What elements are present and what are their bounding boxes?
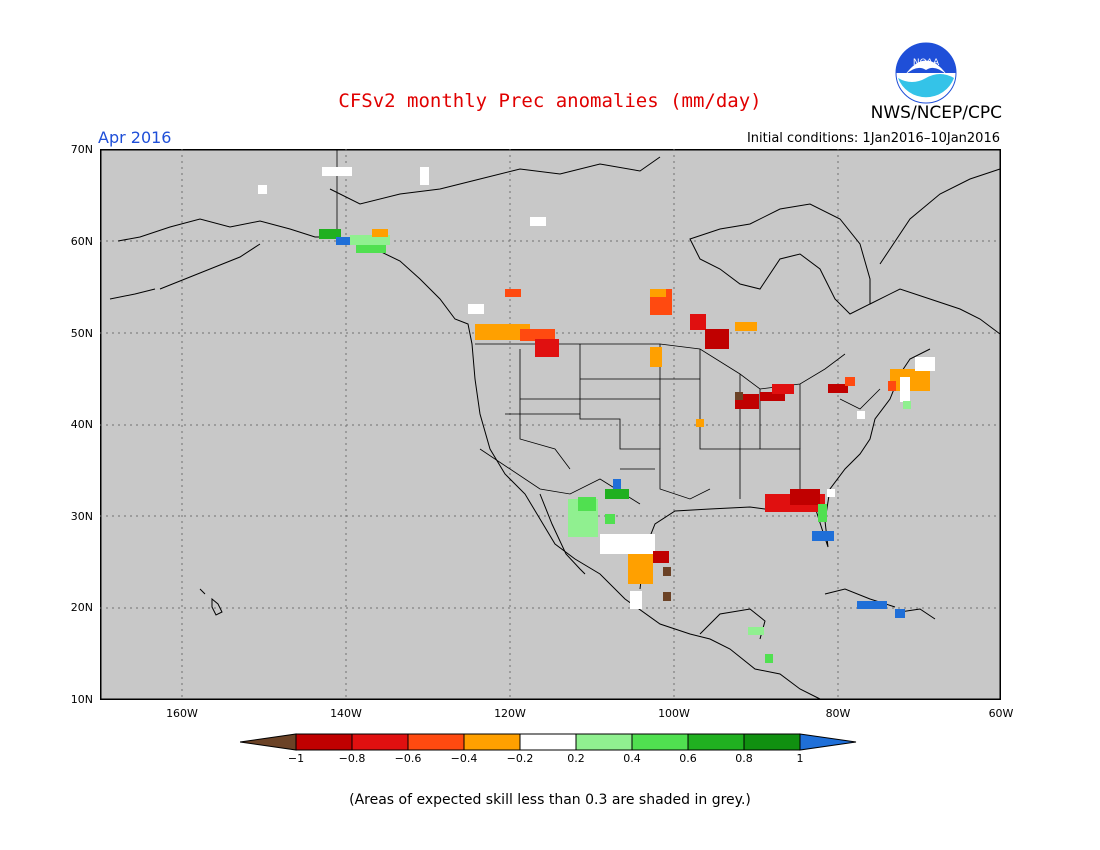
initial-conditions: Initial conditions: 1Jan2016–10Jan2016 <box>746 131 1000 146</box>
patch-wcanada-white <box>468 304 484 314</box>
colorbar-segment <box>575 733 633 751</box>
lon-label-60w: 60W <box>988 707 1014 720</box>
patch-mexico-orange <box>628 554 653 584</box>
colorbar-segment <box>687 733 745 751</box>
patch-iowa-orange <box>696 419 704 427</box>
lon-label-120w: 120W <box>494 707 526 720</box>
patch-greatlakes-brown <box>735 392 743 400</box>
agency-label: NWS/NCEP/CPC <box>870 103 1002 123</box>
patch-guatemala-green <box>748 627 764 635</box>
patch-alaska-blue <box>336 237 350 245</box>
patch-hispaniola-blue <box>895 609 905 618</box>
patch-southeast-darkred <box>790 489 820 505</box>
colorbar <box>240 733 857 751</box>
patch-alaska-green <box>319 229 341 239</box>
colorbar-label: −0.4 <box>450 752 478 765</box>
patch-florida-blue <box>812 531 834 541</box>
lat-label-20n: 20N <box>70 601 93 614</box>
patch-newengland-red <box>888 381 896 391</box>
patch-mexico-green <box>578 497 596 511</box>
patch-ny-white <box>857 411 865 419</box>
coastlines <box>109 156 1001 700</box>
patch-white-north <box>322 167 352 176</box>
lat-label-60n: 60N <box>70 235 93 248</box>
patch-greatlakes-red <box>772 384 794 394</box>
patch-southeast-white <box>827 489 835 497</box>
colorbar-label: −0.2 <box>506 752 534 765</box>
patch-mexico-white <box>600 534 655 554</box>
lon-label-140w: 140W <box>330 707 362 720</box>
patch-mexico-green2 <box>605 514 615 524</box>
patch-cuba-blue <box>857 601 887 609</box>
patch-newengland-green <box>903 401 911 409</box>
patch-mexico-darkred <box>653 551 669 563</box>
patch-mexico-blue <box>613 479 621 489</box>
colorbar-arrow-high <box>799 733 857 751</box>
patch-wcanada-orange <box>475 324 530 340</box>
lat-label-40n: 40N <box>70 418 93 431</box>
patch-mexico-darkgreen <box>605 489 629 499</box>
patch-dakota-orange <box>650 347 662 367</box>
patch-mexico-white2 <box>630 591 642 609</box>
colorbar-segment <box>351 733 409 751</box>
lon-label-80w: 80W <box>825 707 851 720</box>
lat-label-30n: 30N <box>70 510 93 523</box>
colorbar-arrow-low <box>240 733 297 751</box>
precip-anomaly-map <box>100 149 1001 700</box>
patch-bc-red <box>505 289 521 297</box>
forecast-month: Apr 2016 <box>98 128 172 147</box>
colorbar-segment <box>295 733 353 751</box>
grid-lines <box>100 149 1000 699</box>
patch-alaska-lightgreen <box>350 235 390 245</box>
colorbar-label: 0.2 <box>567 752 585 765</box>
colorbar-label: −0.6 <box>394 752 422 765</box>
patch-white-north3 <box>258 185 267 194</box>
patch-ontario-darkred <box>828 384 848 393</box>
patch-florida-green <box>818 504 827 522</box>
colorbar-label: 0.4 <box>623 752 641 765</box>
patch-ccanada-orange <box>650 289 666 297</box>
patch-nicaragua-green <box>765 654 773 663</box>
chart-title: CFSv2 monthly Prec anomalies (mm/day) <box>338 90 762 112</box>
anomaly-patches <box>258 167 935 663</box>
lat-label-10n: 10N <box>70 693 93 706</box>
patch-ccanada-red2 <box>690 314 706 330</box>
colorbar-label: 1 <box>796 752 804 765</box>
patch-white-north4 <box>530 217 546 226</box>
patch-greatlakes-darkred2 <box>760 392 785 401</box>
lat-label-50n: 50N <box>70 327 93 340</box>
colorbar-label: −0.8 <box>338 752 366 765</box>
colorbar-segment <box>631 733 689 751</box>
patch-mexico-brown2 <box>663 592 671 601</box>
colorbar-segment <box>407 733 465 751</box>
footnote: (Areas of expected skill less than 0.3 a… <box>349 792 751 808</box>
patch-ontario-red <box>845 377 855 386</box>
lat-label-70n: 70N <box>70 143 93 156</box>
patch-alaska-orange <box>372 229 388 237</box>
logo-text: NOAA <box>913 58 940 68</box>
colorbar-segment <box>519 733 577 751</box>
colorbar-label: 0.8 <box>735 752 753 765</box>
patch-white-north2 <box>420 167 429 185</box>
patch-mexico-brown <box>663 567 671 576</box>
patch-newengland-white <box>915 357 935 371</box>
lon-label-160w: 160W <box>166 707 198 720</box>
colorbar-label: 0.6 <box>679 752 697 765</box>
noaa-logo: NOAA <box>895 42 957 104</box>
patch-wcanada-red <box>520 329 555 341</box>
patch-ccanada-darkred <box>705 329 729 349</box>
patch-alaska-green2 <box>356 245 386 253</box>
patch-wcanada-red2 <box>535 339 559 357</box>
colorbar-segment <box>463 733 521 751</box>
patch-newengland-white2 <box>900 377 910 402</box>
colorbar-label: −1 <box>287 752 305 765</box>
patch-ccanada-orange2 <box>735 322 757 331</box>
lon-label-100w: 100W <box>658 707 690 720</box>
colorbar-segment <box>743 733 801 751</box>
